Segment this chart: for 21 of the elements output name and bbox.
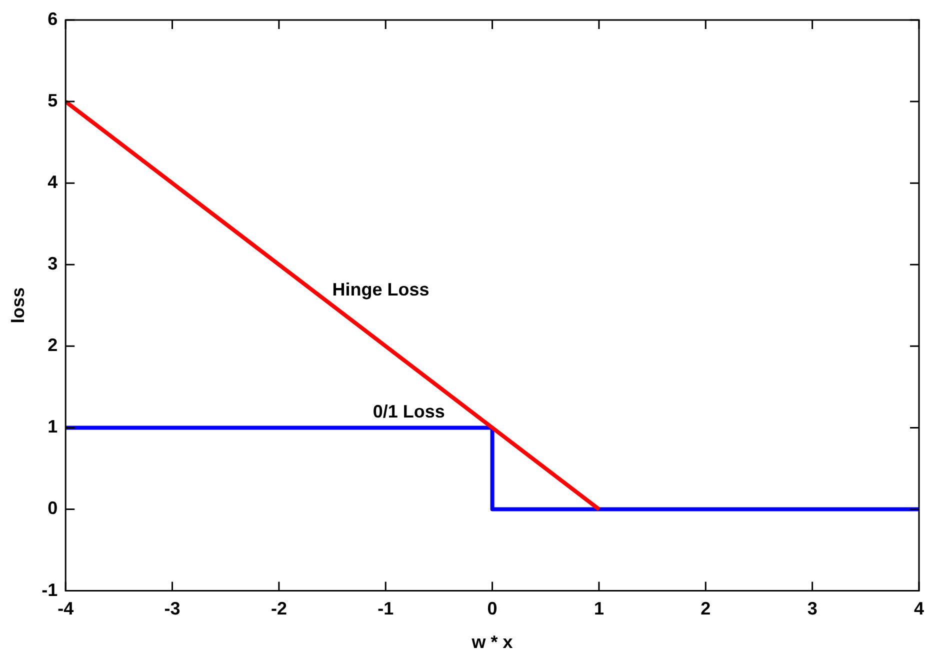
x-tick-label: 3	[807, 598, 818, 619]
x-axis-title: w * x	[470, 632, 513, 652]
x-tick-label: 0	[487, 598, 498, 619]
y-tick-label: 0	[48, 498, 58, 518]
y-axis-title: loss	[8, 287, 28, 324]
y-tick-label: 3	[48, 254, 58, 274]
series-label: Hinge Loss	[332, 279, 430, 300]
y-tick-label: 1	[48, 416, 58, 437]
y-tick-label: 4	[48, 172, 58, 192]
x-tick-label: -1	[378, 598, 394, 619]
y-tick-label: -1	[42, 580, 58, 600]
y-tick-label: 6	[48, 8, 58, 29]
series-label: 0/1 Loss	[372, 402, 445, 422]
y-tick-label: 2	[48, 335, 58, 356]
x-tick-label: -4	[58, 598, 74, 619]
x-tick-label: 4	[914, 598, 924, 619]
x-tick-label: -3	[164, 598, 180, 619]
x-tick-label: 1	[594, 598, 604, 619]
y-tick-label: 5	[48, 90, 58, 111]
x-tick-label: -2	[270, 598, 287, 619]
x-tick-label: 2	[700, 598, 711, 619]
